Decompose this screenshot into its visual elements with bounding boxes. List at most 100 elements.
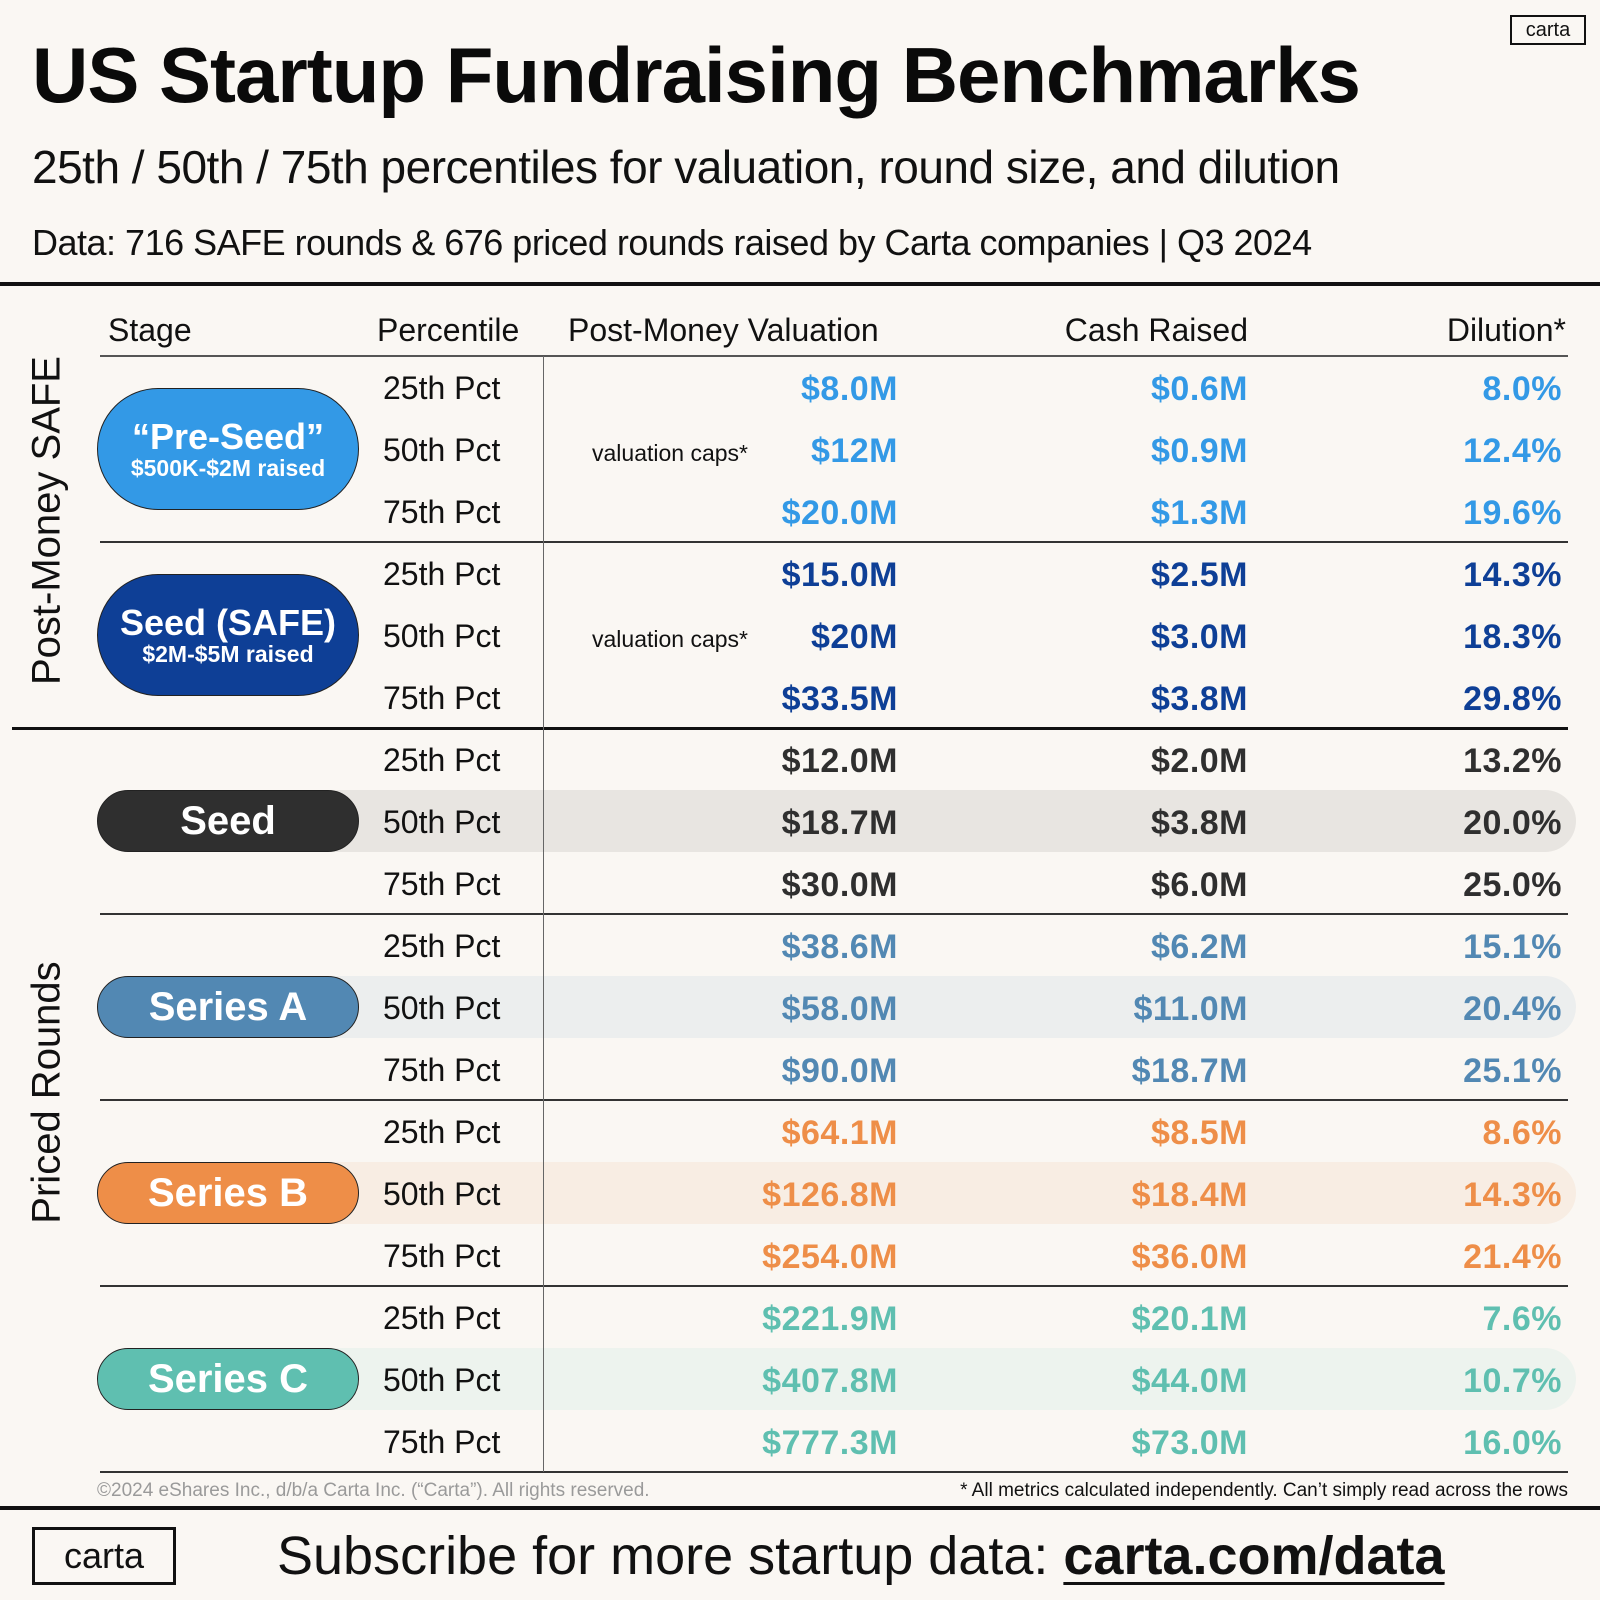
copyright-notice: ©2024 eShares Inc., d/b/a Carta Inc. (“C… <box>97 1480 650 1501</box>
percentile-label: 75th Pct <box>383 1238 501 1274</box>
valuation-value: $90.0M <box>781 1052 898 1090</box>
stage-name: Seed (SAFE) <box>119 601 337 643</box>
dilution-value: 19.6% <box>1463 494 1562 532</box>
group-divider <box>100 1099 1568 1101</box>
subscribe-link[interactable]: carta.com/data <box>1063 1526 1445 1586</box>
valuation-value: $30.0M <box>781 866 898 904</box>
cash-raised-value: $1.3M <box>1151 494 1248 532</box>
page-subtitle: 25th / 50th / 75th percentiles for valua… <box>32 141 1340 193</box>
cash-raised-value: $3.8M <box>1151 804 1248 842</box>
valuation-caps-note: valuation caps* <box>592 440 748 466</box>
valuation-value: $8.0M <box>801 370 898 408</box>
percentile-label: 50th Pct <box>383 618 501 654</box>
group-divider <box>100 541 1568 543</box>
percentile-label: 75th Pct <box>383 494 501 530</box>
stage-name: “Pre-Seed” <box>131 415 325 457</box>
cash-raised-value: $2.5M <box>1151 556 1248 594</box>
cash-raised-value: $44.0M <box>1131 1362 1248 1400</box>
dilution-value: 10.7% <box>1463 1362 1562 1400</box>
dilution-value: 16.0% <box>1463 1424 1562 1462</box>
dilution-value: 29.8% <box>1463 680 1562 718</box>
valuation-value: $254.0M <box>762 1238 898 1276</box>
group-divider <box>100 1471 1568 1473</box>
cash-raised-value: $0.6M <box>1151 370 1248 408</box>
valuation-value: $20.0M <box>781 494 898 532</box>
valuation-value: $777.3M <box>762 1424 898 1462</box>
median-highlight-series-c <box>300 1348 1576 1410</box>
dilution-value: 25.0% <box>1463 866 1562 904</box>
valuation-value: $20M <box>810 618 898 656</box>
percentile-label: 75th Pct <box>383 680 501 716</box>
column-header-valuation: Post-Money Valuation <box>568 312 879 348</box>
percentile-label: 25th Pct <box>383 556 501 592</box>
section-label-priced: Priced Rounds <box>24 961 69 1224</box>
dilution-value: 7.6% <box>1482 1300 1562 1338</box>
data-source-note: Data: 716 SAFE rounds & 676 priced round… <box>32 222 1312 263</box>
dilution-value: 25.1% <box>1463 1052 1562 1090</box>
cash-raised-value: $6.2M <box>1151 928 1248 966</box>
header-underline <box>100 355 1568 357</box>
footnote: * All metrics calculated independently. … <box>960 1480 1568 1501</box>
valuation-value: $221.9M <box>762 1300 898 1338</box>
carta-logo[interactable]: carta <box>1510 15 1586 45</box>
dilution-value: 15.1% <box>1463 928 1562 966</box>
stage-badge-series-a: Series A <box>97 976 359 1038</box>
dilution-value: 14.3% <box>1463 556 1562 594</box>
valuation-value: $33.5M <box>781 680 898 718</box>
cash-raised-value: $6.0M <box>1151 866 1248 904</box>
percentile-label: 75th Pct <box>383 1052 501 1088</box>
dilution-value: 20.4% <box>1463 990 1562 1028</box>
valuation-value: $64.1M <box>781 1114 898 1152</box>
section-divider <box>12 727 1568 730</box>
carta-logo-footer-text: carta <box>63 1535 145 1576</box>
median-highlight-seed <box>300 790 1576 852</box>
valuation-value: $12.0M <box>781 742 898 780</box>
percentile-label: 25th Pct <box>383 928 501 964</box>
stage-badge-series-c: Series C <box>97 1348 359 1410</box>
group-divider <box>100 1285 1568 1287</box>
dilution-value: 14.3% <box>1463 1176 1562 1214</box>
group-divider <box>100 913 1568 915</box>
dilution-value: 13.2% <box>1463 742 1562 780</box>
column-header-percentile: Percentile <box>377 312 520 348</box>
valuation-value: $407.8M <box>762 1362 898 1400</box>
stage-raise-range: $500K-$2M raised <box>130 455 326 482</box>
subscribe-text: Subscribe for more startup data: <box>277 1526 1064 1586</box>
carta-logo-text: carta <box>1525 18 1571 41</box>
stage-name: Seed <box>180 799 276 843</box>
percentile-label: 50th Pct <box>383 432 501 468</box>
cash-raised-value: $0.9M <box>1151 432 1248 470</box>
percentile-label: 75th Pct <box>383 866 501 902</box>
stage-name: Series B <box>147 1171 309 1215</box>
stage-badge-series-b: Series B <box>97 1162 359 1224</box>
section-label-safe: Post-Money SAFE <box>24 356 69 686</box>
footer-divider <box>0 1506 1600 1510</box>
percentile-label: 25th Pct <box>383 1114 501 1150</box>
cash-raised-value: $3.8M <box>1151 680 1248 718</box>
median-highlight-series-a <box>300 976 1576 1038</box>
percentile-label: 25th Pct <box>383 742 501 778</box>
valuation-caps-note: valuation caps* <box>592 626 748 652</box>
dilution-value: 20.0% <box>1463 804 1562 842</box>
column-header-dilution: Dilution* <box>1446 312 1566 348</box>
stage-badge-seed-safe: Seed (SAFE) $2M-$5M raised <box>97 574 359 696</box>
percentile-label: 75th Pct <box>383 1424 501 1460</box>
median-highlight-series-b <box>300 1162 1576 1224</box>
column-header-stage: Stage <box>108 312 192 348</box>
cash-raised-value: $36.0M <box>1131 1238 1248 1276</box>
header-divider <box>0 282 1600 286</box>
cash-raised-value: $18.4M <box>1131 1176 1248 1214</box>
cash-raised-value: $18.7M <box>1131 1052 1248 1090</box>
percentile-label: 25th Pct <box>383 370 501 406</box>
column-header-cash: Cash Raised <box>1064 312 1248 348</box>
dilution-value: 12.4% <box>1463 432 1562 470</box>
valuation-value: $12M <box>810 432 898 470</box>
stage-name: Series C <box>147 1357 309 1401</box>
stage-badge-pre-seed: “Pre-Seed” $500K-$2M raised <box>97 388 359 510</box>
cash-raised-value: $20.1M <box>1131 1300 1248 1338</box>
stage-raise-range: $2M-$5M raised <box>142 641 314 668</box>
carta-logo-footer[interactable]: carta <box>32 1527 176 1585</box>
valuation-value: $126.8M <box>762 1176 898 1214</box>
stage-badge-seed: Seed <box>97 790 359 852</box>
percentile-label: 25th Pct <box>383 1300 501 1336</box>
